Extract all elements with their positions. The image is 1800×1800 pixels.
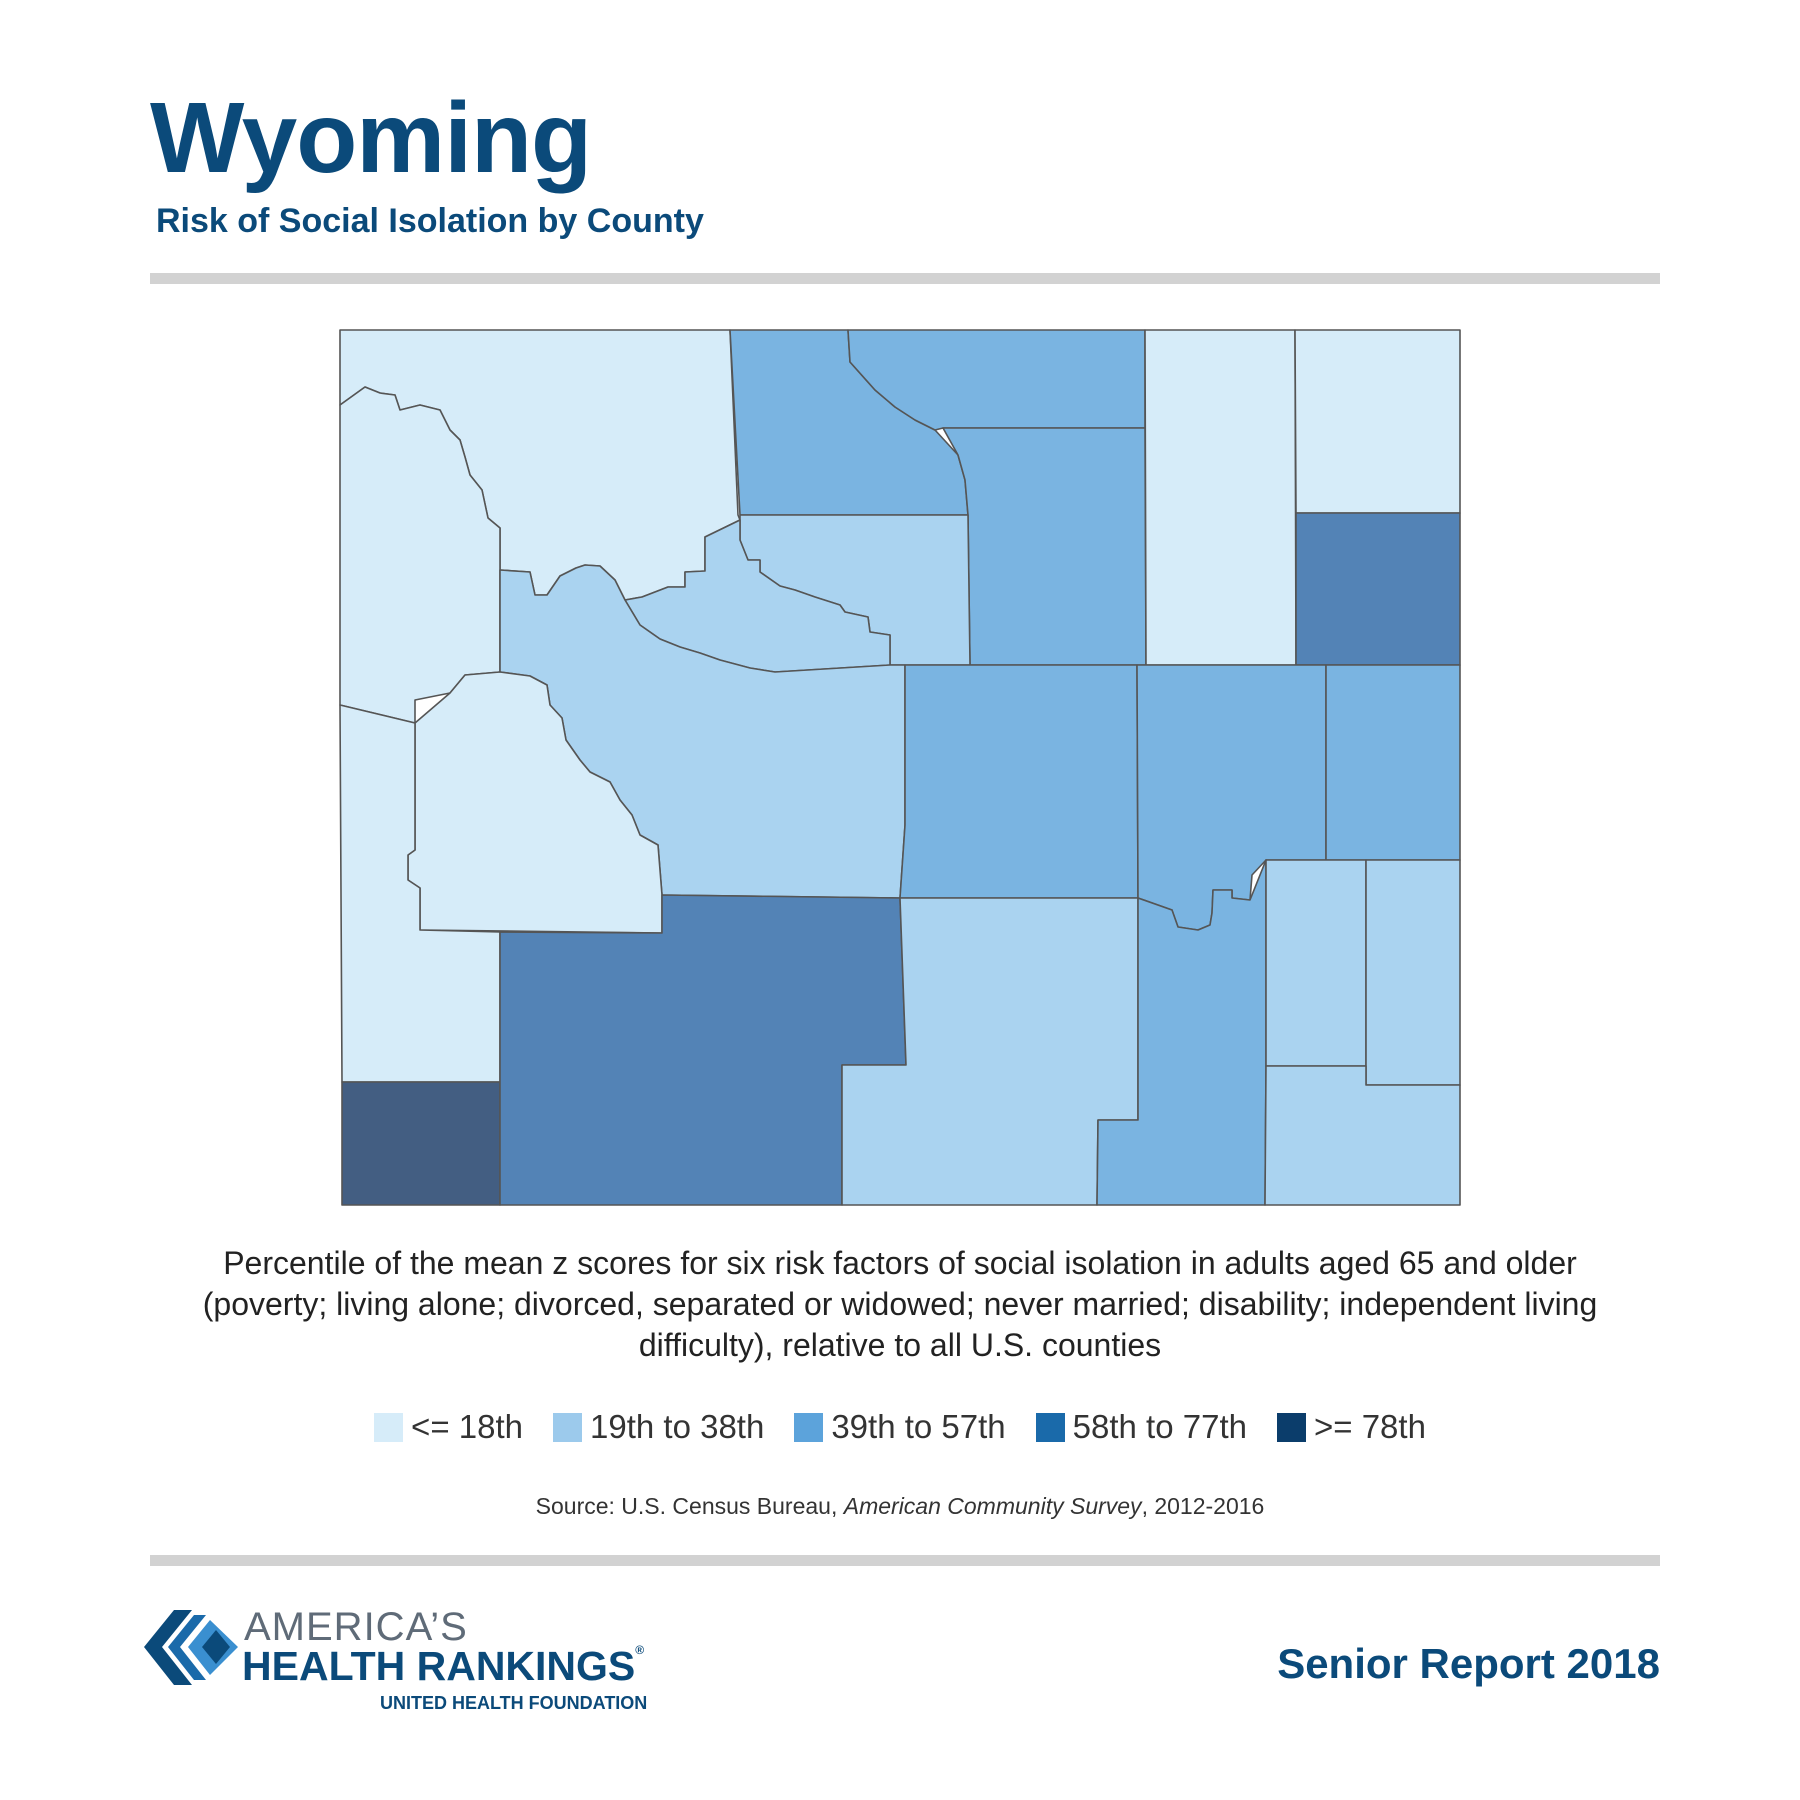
page-subtitle: Risk of Social Isolation by County — [156, 202, 704, 240]
logo-text-americas: AMERICA’S — [244, 1605, 468, 1649]
county-teton[interactable] — [339, 386, 501, 724]
county-albany[interactable] — [1096, 859, 1267, 1206]
legend-item: <= 18th — [374, 1408, 523, 1446]
county-niobrara[interactable] — [1325, 664, 1461, 861]
source-prefix: Source: U.S. Census Bureau, — [535, 1493, 844, 1519]
county-weston[interactable] — [1295, 512, 1461, 666]
report-name: Senior Report 2018 — [1277, 1640, 1660, 1687]
source-suffix: , 2012-2016 — [1141, 1493, 1265, 1519]
county-natrona[interactable] — [899, 664, 1139, 899]
legend-swatch — [374, 1412, 404, 1442]
county-johnson[interactable] — [942, 427, 1147, 666]
source-title: American Community Survey — [843, 1493, 1142, 1519]
legend-item: 58th to 77th — [1035, 1408, 1247, 1446]
county-goshen[interactable] — [1365, 859, 1461, 1086]
legend-item: 19th to 38th — [553, 1408, 764, 1446]
top-divider — [150, 273, 1660, 284]
page-title: Wyoming — [150, 82, 592, 194]
county-platte[interactable] — [1265, 859, 1367, 1067]
legend-label: 39th to 57th — [831, 1408, 1006, 1445]
legend-label: >= 78th — [1313, 1408, 1426, 1445]
county-crook[interactable] — [1294, 329, 1461, 514]
logo-text-health-rankings-label: HEALTH RANKINGS — [242, 1643, 636, 1689]
legend-swatch — [794, 1412, 824, 1442]
source-note: Source: U.S. Census Bureau, American Com… — [0, 1493, 1800, 1520]
county-uinta[interactable] — [341, 1081, 501, 1206]
bottom-divider — [150, 1555, 1660, 1566]
legend-label: 58th to 77th — [1072, 1408, 1247, 1445]
legend-item: 39th to 57th — [794, 1408, 1006, 1446]
logo-text-health-rankings: HEALTH RANKINGS® — [242, 1643, 645, 1689]
legend-label: 19th to 38th — [590, 1408, 765, 1445]
legend: <= 18th 19th to 38th 39th to 57th 58th t… — [0, 1408, 1800, 1446]
map-description: Percentile of the mean z scores for six … — [202, 1245, 1598, 1363]
ahr-logo: AMERICA’S HEALTH RANKINGS® UNITED HEALTH… — [144, 1605, 674, 1715]
legend-item: >= 78th — [1276, 1408, 1426, 1446]
legend-swatch — [1276, 1412, 1306, 1442]
ahr-logo-icon — [144, 1610, 238, 1685]
county-laramie[interactable] — [1264, 1065, 1461, 1206]
legend-label: <= 18th — [411, 1408, 523, 1445]
legend-swatch — [1035, 1412, 1065, 1442]
county-campbell[interactable] — [1144, 329, 1297, 666]
legend-swatch — [553, 1412, 582, 1442]
logo-text-foundation: UNITED HEALTH FOUNDATION — [380, 1693, 648, 1713]
